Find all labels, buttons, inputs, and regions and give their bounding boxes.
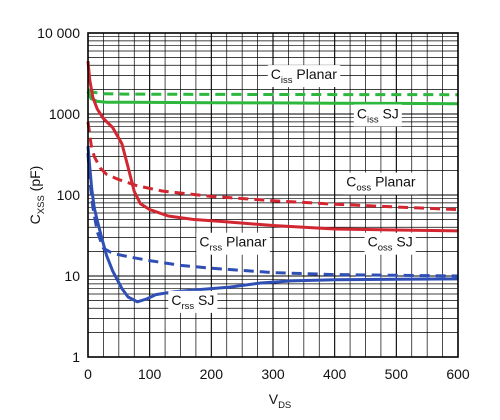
svg-text:Crss SJ: Crss SJ <box>171 292 214 312</box>
x-axis-title: VDS <box>269 391 292 411</box>
x-axis-title-main: V <box>269 391 279 407</box>
svg-text:Ciss SJ: Ciss SJ <box>357 105 399 125</box>
series-line-coss-planar <box>86 121 459 212</box>
y-tick-label: 1 <box>72 349 80 365</box>
series-label-main: C <box>346 174 356 190</box>
x-axis-title-sub: DS <box>278 400 291 411</box>
series-label-sub: rss <box>209 243 222 254</box>
series-label-crss-sj: Crss SJ <box>168 290 218 313</box>
series-label-sub: iss <box>281 75 293 86</box>
y-tick-label: 100 <box>57 187 81 203</box>
x-tick-label: 300 <box>261 366 285 382</box>
series-line-ciss-planar <box>87 88 459 97</box>
y-axis-title-sub: XSS <box>36 195 47 214</box>
svg-text:Coss SJ: Coss SJ <box>368 234 413 254</box>
series-label-sub: rss <box>181 301 194 312</box>
svg-text:Crss Planar: Crss Planar <box>199 234 266 254</box>
x-tick-label: 200 <box>200 366 224 382</box>
y-axis-title-main: C <box>27 214 43 224</box>
series-label-sub: oss <box>378 243 393 254</box>
y-tick-label: 10 <box>64 268 80 284</box>
x-tick-label: 400 <box>323 366 347 382</box>
y-tick-label: 1000 <box>49 106 80 122</box>
series-label-sub: iss <box>367 114 379 125</box>
x-tick-label: 600 <box>446 366 470 382</box>
y-axis-title-unit: (pF) <box>27 166 43 196</box>
plot-frame <box>87 32 459 358</box>
series-label-rest: Planar <box>293 66 338 82</box>
x-tick-label: 500 <box>385 366 409 382</box>
series-lines <box>86 60 459 304</box>
series-label-main: C <box>171 292 181 308</box>
series-label-coss-planar: Coss Planar <box>343 172 419 195</box>
series-label-main: C <box>199 234 209 250</box>
series-line-coss-sj <box>86 60 459 233</box>
series-label-coss-sj: Coss SJ <box>364 232 416 255</box>
series-label-rest: SJ <box>379 105 399 121</box>
x-tick-label: 0 <box>84 366 92 382</box>
series-label-rest: SJ <box>393 234 413 250</box>
series-label-main: C <box>368 234 378 250</box>
series-label-sub: oss <box>356 183 371 194</box>
y-tick-label: 10 000 <box>37 25 80 41</box>
tick-labels: 0 100 200 300 400 500 600 10 000 1000 100 10 1 <box>37 25 470 382</box>
svg-text:Ciss Planar: Ciss Planar <box>271 66 337 86</box>
svg-text:Coss Planar: Coss Planar <box>346 174 416 194</box>
y-axis-title: CXSS (pF) <box>27 166 47 225</box>
series-label-rest: Planar <box>222 234 267 250</box>
series-label-rest: Planar <box>371 174 416 190</box>
x-tick-label: 100 <box>138 366 162 382</box>
series-label-ciss-planar: Ciss Planar <box>267 65 341 88</box>
series-label-main: C <box>271 66 281 82</box>
series-label-rest: SJ <box>194 292 214 308</box>
series-label-ciss-sj: Ciss SJ <box>353 104 402 127</box>
series-line-crss-sj <box>86 146 459 304</box>
series-label-main: C <box>357 105 367 121</box>
series-label-crss-planar: Crss Planar <box>196 232 270 255</box>
series-line-crss-planar <box>86 152 459 278</box>
